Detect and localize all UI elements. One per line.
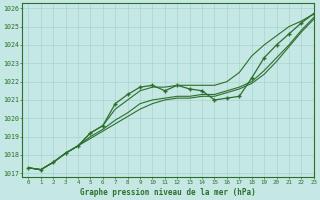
X-axis label: Graphe pression niveau de la mer (hPa): Graphe pression niveau de la mer (hPa) xyxy=(80,188,256,197)
